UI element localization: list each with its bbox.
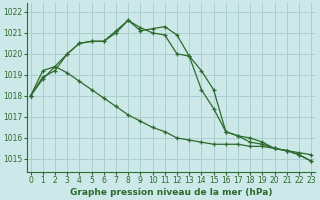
X-axis label: Graphe pression niveau de la mer (hPa): Graphe pression niveau de la mer (hPa) — [70, 188, 272, 197]
